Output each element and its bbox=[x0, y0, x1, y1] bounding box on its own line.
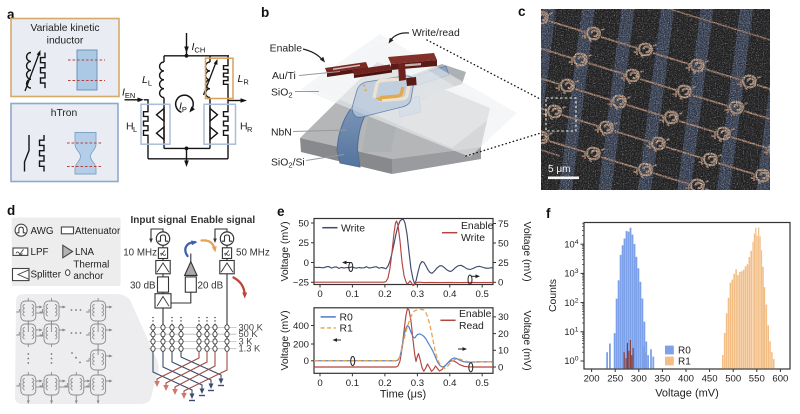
svg-text:200: 200 bbox=[584, 374, 600, 385]
svg-text:50: 50 bbox=[498, 238, 509, 249]
svg-text:LPF: LPF bbox=[31, 247, 49, 258]
svg-text:50 MHz: 50 MHz bbox=[236, 248, 270, 259]
svg-text:100: 100 bbox=[564, 356, 578, 367]
svg-text:H: H bbox=[240, 121, 248, 133]
svg-text:Write: Write bbox=[341, 223, 365, 234]
svg-text:101: 101 bbox=[564, 327, 578, 338]
svg-text:LL: LL bbox=[142, 74, 152, 88]
svg-text:0.3: 0.3 bbox=[411, 378, 424, 389]
svg-text:d: d bbox=[7, 203, 15, 218]
svg-text:250: 250 bbox=[607, 374, 623, 385]
svg-text:400: 400 bbox=[678, 374, 694, 385]
svg-text:Read: Read bbox=[459, 321, 484, 332]
svg-text:3 K: 3 K bbox=[239, 337, 254, 347]
svg-text:104: 104 bbox=[564, 239, 578, 250]
svg-text:Write: Write bbox=[461, 233, 485, 244]
svg-text:Write/read: Write/read bbox=[412, 28, 460, 39]
svg-text:Enable: Enable bbox=[270, 44, 303, 55]
svg-text:0: 0 bbox=[498, 362, 503, 373]
svg-text:IP: IP bbox=[179, 101, 187, 115]
svg-text:Splitter: Splitter bbox=[31, 270, 62, 281]
svg-text:NbN: NbN bbox=[271, 128, 292, 139]
svg-text:0: 0 bbox=[498, 278, 503, 289]
svg-text:30: 30 bbox=[498, 312, 509, 323]
svg-text:0.2: 0.2 bbox=[378, 289, 391, 300]
svg-text:0: 0 bbox=[317, 378, 322, 389]
svg-text:Voltage (mV): Voltage (mV) bbox=[521, 221, 532, 281]
svg-text:e: e bbox=[277, 204, 285, 219]
svg-text:300 K: 300 K bbox=[239, 322, 264, 332]
svg-text:600: 600 bbox=[772, 374, 788, 385]
svg-text:20: 20 bbox=[498, 329, 509, 340]
svg-text:Voltage (mV): Voltage (mV) bbox=[280, 221, 291, 281]
svg-text:500: 500 bbox=[725, 374, 741, 385]
svg-text:0.2: 0.2 bbox=[378, 378, 391, 389]
svg-text:f: f bbox=[546, 206, 551, 221]
svg-text:10 MHz: 10 MHz bbox=[123, 248, 157, 259]
svg-text:Au/Ti: Au/Ti bbox=[272, 71, 296, 82]
svg-text:0: 0 bbox=[304, 356, 309, 367]
svg-text:450: 450 bbox=[702, 374, 718, 385]
svg-text:75: 75 bbox=[498, 219, 509, 230]
svg-text:400: 400 bbox=[293, 321, 309, 332]
svg-text:20 dB: 20 dB bbox=[198, 281, 224, 292]
svg-text:0.5: 0.5 bbox=[476, 289, 489, 300]
svg-text:inductor: inductor bbox=[47, 36, 84, 47]
svg-text:Voltage (mV): Voltage (mV) bbox=[655, 388, 719, 400]
svg-text:300: 300 bbox=[631, 374, 647, 385]
svg-text:Input signal: Input signal bbox=[131, 215, 187, 226]
svg-text:Thermal: Thermal bbox=[73, 259, 109, 270]
svg-text:0: 0 bbox=[317, 289, 322, 300]
svg-text:H: H bbox=[126, 121, 134, 133]
svg-text:b: b bbox=[261, 5, 269, 20]
svg-text:350: 350 bbox=[654, 374, 670, 385]
svg-text:0.3: 0.3 bbox=[411, 289, 424, 300]
svg-text:Counts: Counts bbox=[548, 279, 559, 312]
svg-text:hTron: hTron bbox=[51, 108, 78, 119]
svg-text:102: 102 bbox=[564, 297, 578, 308]
svg-text:Voltage (mV): Voltage (mV) bbox=[280, 310, 291, 370]
svg-text:Enable: Enable bbox=[459, 309, 492, 320]
svg-text:50 K: 50 K bbox=[239, 329, 259, 339]
svg-text:Attenuator: Attenuator bbox=[75, 226, 121, 237]
svg-text:L: L bbox=[133, 125, 137, 134]
svg-text:0.4: 0.4 bbox=[443, 378, 457, 389]
svg-text:LNA: LNA bbox=[75, 247, 95, 258]
svg-text:200: 200 bbox=[293, 339, 309, 350]
svg-text:Enable: Enable bbox=[461, 221, 494, 232]
svg-text:SiO2/Si: SiO2/Si bbox=[271, 158, 305, 170]
svg-text:c: c bbox=[518, 4, 526, 19]
svg-text:30 dB: 30 dB bbox=[130, 281, 156, 292]
svg-text:5 μm: 5 μm bbox=[548, 164, 570, 175]
svg-text:R1: R1 bbox=[340, 323, 354, 334]
svg-text:Variable kinetic: Variable kinetic bbox=[30, 23, 99, 34]
svg-text:103: 103 bbox=[564, 268, 578, 279]
svg-text:25: 25 bbox=[298, 238, 309, 249]
svg-text:SiO2: SiO2 bbox=[271, 88, 293, 100]
svg-text:AWG: AWG bbox=[31, 226, 54, 237]
svg-text:550: 550 bbox=[749, 374, 765, 385]
svg-text:0.1: 0.1 bbox=[346, 378, 359, 389]
svg-text:Time (μs): Time (μs) bbox=[380, 389, 426, 401]
svg-text:0.5: 0.5 bbox=[476, 378, 489, 389]
svg-text:−25: −25 bbox=[293, 278, 309, 289]
svg-text:0.4: 0.4 bbox=[443, 289, 457, 300]
svg-text:10: 10 bbox=[498, 346, 509, 357]
svg-text:R0: R0 bbox=[340, 312, 354, 323]
svg-text:1.3 K: 1.3 K bbox=[239, 344, 262, 354]
svg-text:0.1: 0.1 bbox=[346, 289, 359, 300]
svg-text:25: 25 bbox=[498, 258, 509, 269]
svg-text:R0: R0 bbox=[678, 345, 691, 356]
svg-text:50: 50 bbox=[298, 218, 309, 229]
svg-text:R: R bbox=[247, 125, 253, 134]
svg-text:Enable signal: Enable signal bbox=[191, 215, 256, 226]
svg-text:Voltage (mV): Voltage (mV) bbox=[521, 310, 532, 370]
svg-text:0: 0 bbox=[304, 258, 309, 269]
svg-text:anchor: anchor bbox=[73, 271, 104, 282]
svg-text:R1: R1 bbox=[678, 356, 691, 367]
svg-text:a: a bbox=[7, 7, 15, 22]
svg-text:LR: LR bbox=[238, 73, 250, 87]
